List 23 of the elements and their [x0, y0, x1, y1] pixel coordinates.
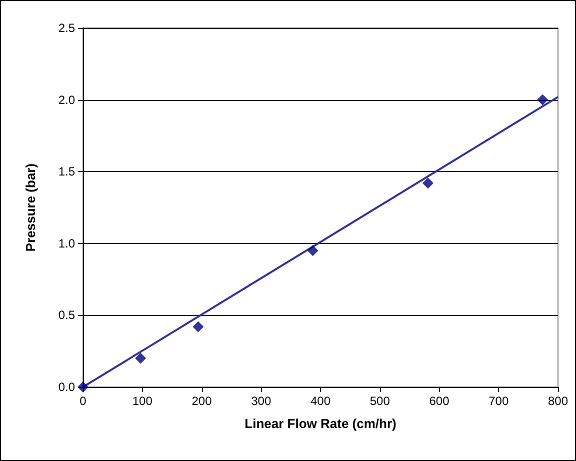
x-tick-label: 400 — [310, 394, 331, 408]
x-axis-title: Linear Flow Rate (cm/hr) — [244, 416, 396, 431]
y-axis-title: Pressure (bar) — [23, 163, 38, 252]
x-tick-label: 800 — [548, 394, 568, 408]
x-tick-label: 700 — [488, 394, 509, 408]
x-tick-label: 100 — [132, 394, 153, 408]
x-tick-label: 500 — [370, 394, 390, 408]
y-tick-label: 1.0 — [58, 236, 76, 250]
point — [307, 245, 318, 256]
point — [422, 178, 434, 189]
point — [537, 94, 548, 106]
y-tick-label: 2.5 — [58, 21, 76, 35]
point — [78, 382, 88, 392]
y-tick-label: 2.0 — [58, 92, 76, 107]
y-tick-label: 0.0 — [58, 380, 76, 394]
y-tick-label: 1.5 — [58, 164, 76, 179]
x-tick-label: 600 — [429, 394, 450, 408]
point — [192, 321, 204, 332]
x-tick-label: 200 — [192, 394, 212, 408]
x-tick-label: 0 — [80, 394, 87, 408]
y-tick-label: 0.5 — [58, 308, 76, 322]
x-tick-label: 300 — [251, 394, 272, 408]
point — [135, 352, 146, 364]
